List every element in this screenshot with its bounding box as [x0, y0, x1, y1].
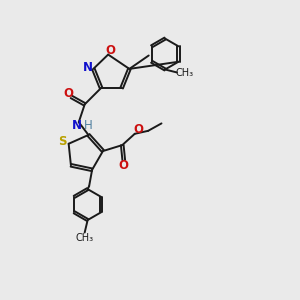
- Text: H: H: [84, 119, 93, 132]
- Text: N: N: [72, 119, 82, 132]
- Text: N: N: [83, 61, 93, 74]
- Text: S: S: [58, 135, 67, 148]
- Text: O: O: [63, 87, 74, 101]
- Text: O: O: [133, 123, 143, 136]
- Text: CH₃: CH₃: [76, 233, 94, 244]
- Text: O: O: [119, 158, 129, 172]
- Text: CH₃: CH₃: [175, 68, 194, 78]
- Text: O: O: [106, 44, 116, 57]
